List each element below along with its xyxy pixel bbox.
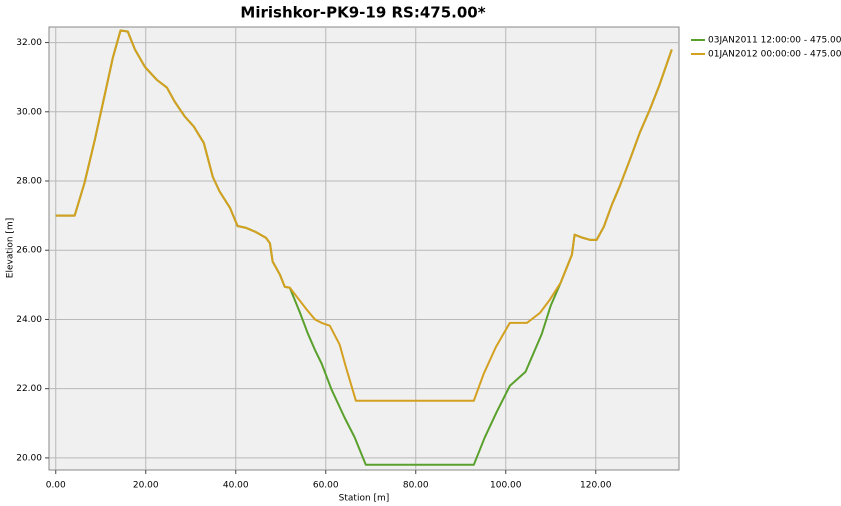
x-tick-label: 100.00 (490, 481, 522, 491)
x-tick-label: 40.00 (223, 481, 249, 491)
y-axis-label: Elevation [m] (6, 218, 16, 278)
x-axis-label: Station [m] (339, 494, 390, 504)
series-line (55, 29, 673, 402)
x-tick-label: 0.00 (46, 481, 66, 491)
y-tick-label: 24.00 (16, 315, 42, 325)
y-tick-label: 32.00 (16, 38, 42, 48)
y-tick-label: 22.00 (16, 384, 42, 394)
y-tick-label: 26.00 (16, 246, 42, 256)
y-tick-label: 30.00 (16, 107, 42, 117)
y-tick-label: 28.00 (16, 177, 42, 187)
legend-label: 03JAN2011 12:00:00 - 475.00* (708, 36, 841, 46)
x-tick-label: 20.00 (133, 481, 159, 491)
y-tick-label: 20.00 (16, 453, 42, 463)
x-tick-label: 60.00 (313, 481, 339, 491)
chart-title: Mirishkor-PK9-19 RS:475.00* (240, 4, 485, 22)
plot-area (48, 26, 680, 471)
x-tick-label: 80.00 (403, 481, 429, 491)
legend-label: 01JAN2012 00:00:00 - 475.00* (708, 50, 841, 60)
x-tick-label: 120.00 (580, 481, 612, 491)
